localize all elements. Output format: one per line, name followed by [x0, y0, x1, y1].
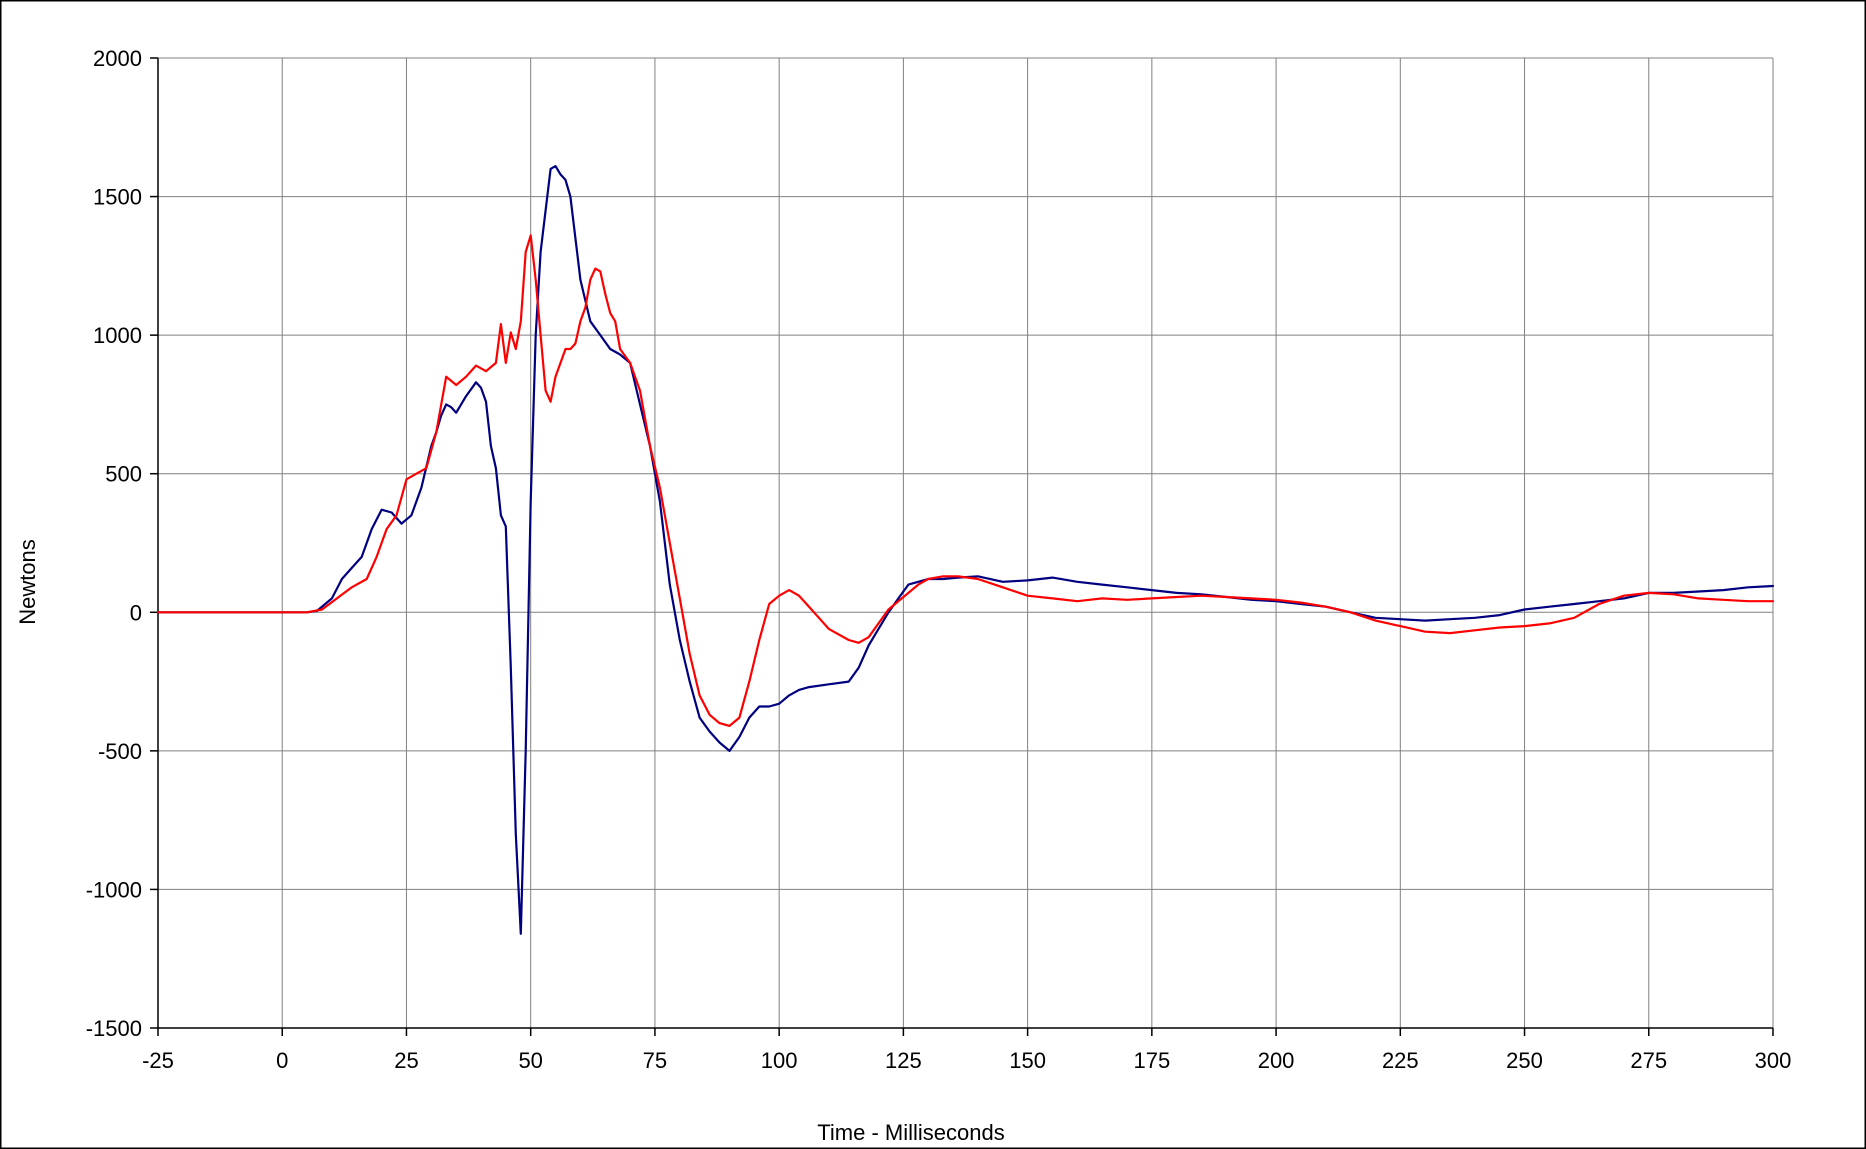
y-tick-label: 1500 [93, 185, 142, 210]
y-tick-label: 0 [130, 600, 142, 625]
gridlines [157, 57, 1774, 1029]
y-axis-title: Newtons [15, 539, 40, 625]
series-lines [156, 165, 1775, 935]
x-tick-label: 25 [394, 1048, 418, 1073]
series-line-2 [156, 234, 1775, 728]
x-tick-label: 150 [1009, 1048, 1046, 1073]
x-tick-label: -25 [142, 1048, 174, 1073]
y-tick-label: -1000 [86, 877, 142, 902]
x-tick-label: 50 [518, 1048, 542, 1073]
tick-labels: -25 0 25 50 75 100 125 150 175 200 225 250 275 300 -15… [86, 46, 1792, 1073]
x-tick-label: 275 [1630, 1048, 1667, 1073]
x-tick-label: 75 [643, 1048, 667, 1073]
x-tick-label: 100 [761, 1048, 798, 1073]
x-tick-label: 300 [1755, 1048, 1792, 1073]
axes [150, 57, 1774, 1036]
y-tick-label: -1500 [86, 1016, 142, 1041]
x-tick-label: 125 [885, 1048, 922, 1073]
x-tick-label: 0 [276, 1048, 288, 1073]
y-tick-label: 2000 [93, 46, 142, 71]
y-tick-label: -500 [98, 739, 142, 764]
x-axis-title: Time - Milliseconds [817, 1120, 1004, 1145]
x-tick-label: 200 [1258, 1048, 1295, 1073]
x-tick-label: 250 [1506, 1048, 1543, 1073]
x-tick-label: 225 [1382, 1048, 1419, 1073]
y-tick-label: 1000 [93, 323, 142, 348]
y-tick-label: 500 [105, 462, 142, 487]
x-tick-label: 175 [1133, 1048, 1170, 1073]
